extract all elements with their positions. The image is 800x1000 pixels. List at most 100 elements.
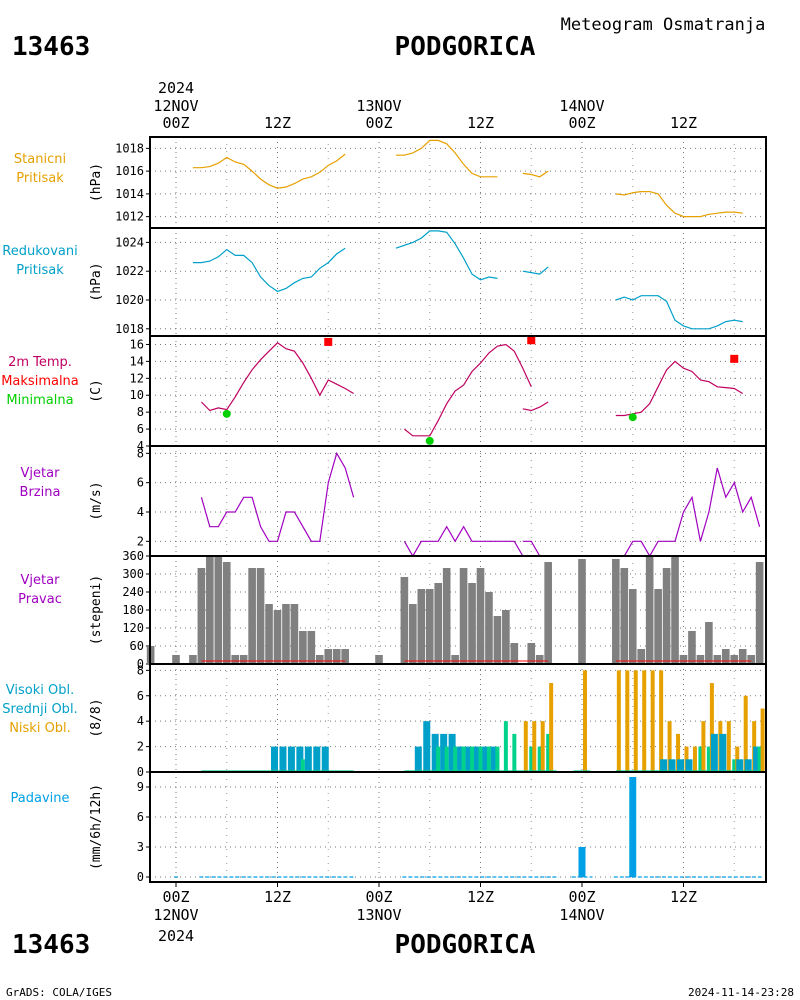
wind-dir-bar <box>628 589 637 664</box>
wind-dir-bar <box>239 655 248 664</box>
top-day-label: 14NOV <box>559 97 604 115</box>
cloud-bar <box>444 746 449 772</box>
cloud-bar <box>719 733 727 772</box>
panel-label-line: Pritisak <box>16 263 64 278</box>
top-hour-label: 00Z <box>162 114 189 132</box>
tmax-marker <box>527 336 536 345</box>
cloud-bar <box>744 759 752 772</box>
y-axis-unit: (8/8) <box>89 698 104 737</box>
wind-dir-bar <box>476 568 485 664</box>
cloud-bar <box>503 721 508 772</box>
cloud-bar <box>490 746 498 772</box>
wind-dir-bar <box>231 655 240 664</box>
panel-frame <box>149 227 767 337</box>
bottom-hour-label: 12Z <box>467 888 494 906</box>
wind-dir-bar <box>527 643 536 664</box>
cloud-bar <box>431 733 439 772</box>
wind-dir-bar <box>688 631 696 664</box>
y-tick-label: 2 <box>137 740 144 754</box>
reduced-pressure-line <box>192 247 346 293</box>
y-tick-label: 6 <box>137 476 144 490</box>
cloud-bar <box>743 695 748 772</box>
year-label-top: 2024 <box>158 79 194 97</box>
wind-dir-bar <box>332 649 341 664</box>
cloud-bar <box>478 746 483 772</box>
y-tick-label: 3 <box>137 840 144 854</box>
y-tick-label: 8 <box>137 446 144 460</box>
cloud-bar <box>659 670 664 772</box>
y-axis-unit: (C) <box>89 379 104 402</box>
cloud-bar <box>732 759 737 772</box>
station-pressure-line <box>395 139 498 178</box>
y-tick-label: 16 <box>130 337 144 351</box>
wind-dir-bar <box>256 568 265 664</box>
panel-frame <box>149 335 767 447</box>
y-tick-label: 1016 <box>115 164 144 178</box>
cloud-bar <box>313 746 321 772</box>
bottom-day-label: 12NOV <box>153 906 198 924</box>
wind-speed-line <box>200 451 355 542</box>
wind-dir-bar <box>755 562 764 664</box>
y-tick-label: 180 <box>122 603 144 617</box>
cloud-bar <box>321 746 329 772</box>
wind-dir-bar <box>696 655 705 664</box>
y-tick-label: 0 <box>137 657 144 671</box>
panel-label-line: Brzina <box>20 485 61 500</box>
wind-dir-bar <box>409 604 417 664</box>
y-axis-unit: (m/s) <box>89 481 104 520</box>
top-hour-label: 12Z <box>670 114 697 132</box>
precip-bar <box>578 847 586 877</box>
y-tick-label: 1018 <box>115 141 144 155</box>
cloud-bar <box>540 721 545 772</box>
panel-label-line: 2m Temp. <box>8 355 72 370</box>
wind-dir-bar <box>315 655 324 664</box>
cloud-bar <box>287 746 295 772</box>
cloud-bar <box>482 746 490 772</box>
y-axis-unit: (hPa) <box>89 262 104 301</box>
cloud-bar <box>523 721 528 772</box>
wind-dir-bar <box>222 562 231 664</box>
bottom-hour-label: 00Z <box>162 888 189 906</box>
bottom-hour-label: 12Z <box>670 888 697 906</box>
cloud-bar <box>300 759 305 772</box>
temperature-line <box>200 342 354 412</box>
cloud-bar <box>549 683 554 772</box>
cloud-bar <box>685 759 693 772</box>
wind-dir-bar <box>214 556 223 664</box>
y-tick-label: 8 <box>137 663 144 677</box>
panel-label-line: Niski Obl. <box>9 721 71 736</box>
wind-dir-bar <box>468 583 476 664</box>
y-tick-label: 10 <box>130 388 144 402</box>
wind-dir-bar <box>493 616 502 664</box>
wind-dir-bar <box>747 655 755 664</box>
y-axis-unit: (mm/6h/12h) <box>89 784 104 870</box>
wind-dir-bar <box>324 649 333 664</box>
cloud-bar <box>753 746 761 772</box>
cloud-bar <box>660 759 668 772</box>
wind-dir-bar <box>307 631 316 664</box>
panel-5: 360 300 240 180 120 60 0 (stepeni) Vjetar Pravac <box>18 549 767 671</box>
wind-dir-bar <box>451 655 459 664</box>
station-name: PODGORICA <box>395 32 536 62</box>
wind-dir-bar <box>197 568 206 664</box>
panel-7: 9 6 3 0 (mm/6h/12h) Padavine <box>11 771 767 884</box>
cloud-bar <box>414 746 422 772</box>
temperature-line <box>615 360 744 417</box>
wind-dir-bar <box>654 589 662 664</box>
wind-dir-bar <box>417 589 426 664</box>
wind-dir-bar <box>620 568 629 664</box>
cloud-bar <box>537 746 542 772</box>
cloud-bar <box>642 670 647 772</box>
panel-2: 1024 1022 1020 1018 (hPa) Redukovani Pritisak <box>2 227 767 337</box>
y-tick-label: 60 <box>130 639 144 653</box>
cloud-bar <box>668 759 676 772</box>
wind-dir-bar <box>713 655 722 664</box>
cloud-bar <box>650 670 655 772</box>
y-tick-label: 4 <box>137 505 144 519</box>
wind-dir-bar <box>510 643 519 664</box>
wind-dir-bar <box>705 622 713 664</box>
footer-station-id: 13463 <box>12 930 90 960</box>
bottom-day-label: 13NOV <box>356 906 401 924</box>
panel-frame <box>149 771 767 883</box>
